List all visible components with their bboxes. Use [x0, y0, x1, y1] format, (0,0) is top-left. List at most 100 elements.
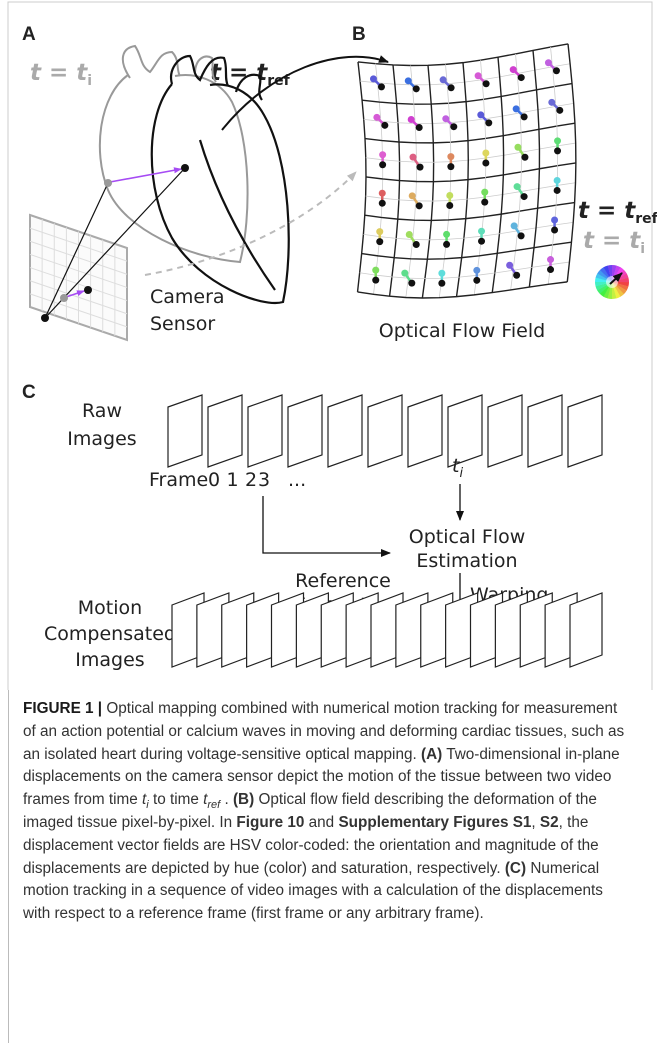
- grid-line: [363, 102, 574, 124]
- caption-run: Two-dimensional in-plane displacements o…: [23, 745, 620, 809]
- projection-lines: [44, 167, 186, 319]
- heart-gray: [98, 44, 249, 264]
- point: [520, 113, 528, 121]
- caption-run: to time: [148, 791, 204, 809]
- point: [104, 179, 112, 187]
- caption-run: Figure 10: [236, 813, 305, 831]
- point: [438, 279, 446, 287]
- point: [520, 193, 528, 201]
- point: [485, 119, 493, 127]
- caption-run: i: [146, 799, 149, 812]
- stack-label: Raw: [82, 400, 122, 422]
- frame: [247, 394, 283, 468]
- displacement-arrow: [109, 167, 182, 183]
- grid-line: [361, 241, 572, 260]
- caption-run: t: [203, 791, 208, 809]
- grid-line: [29, 280, 128, 315]
- grid-line: [357, 43, 569, 67]
- point: [376, 238, 384, 246]
- grid-line: [29, 240, 128, 275]
- point: [181, 164, 189, 172]
- grid-line: [547, 46, 559, 285]
- point: [450, 123, 458, 131]
- point: [551, 226, 559, 234]
- point: [513, 271, 521, 279]
- grid-line: [566, 43, 577, 282]
- displacement-arrow: [65, 290, 85, 298]
- caption-run: (A): [420, 745, 443, 763]
- arrow: [221, 55, 389, 131]
- caption-run: , the displacement vector fields are HSV…: [23, 813, 599, 877]
- point: [482, 159, 490, 167]
- frame-number: ...: [288, 469, 306, 491]
- frame: [447, 394, 483, 468]
- point: [547, 266, 555, 274]
- grid-line: [361, 82, 573, 105]
- grid-line: [364, 201, 575, 222]
- frame: [327, 394, 363, 468]
- point: [553, 186, 561, 194]
- panel-label: B: [352, 24, 366, 45]
- point: [416, 163, 424, 171]
- point: [379, 161, 387, 169]
- point: [412, 85, 420, 93]
- point: [556, 106, 564, 114]
- point: [517, 74, 525, 82]
- grid-line: [29, 227, 128, 262]
- figure-border: [7, 1, 653, 690]
- point: [482, 80, 490, 88]
- caption-run: Optical flow field describing the deform…: [23, 791, 597, 831]
- point: [381, 121, 389, 129]
- caption-run: Optical mapping combined with numerical …: [23, 700, 625, 763]
- point: [378, 199, 386, 207]
- frame: [407, 394, 443, 468]
- point: [473, 276, 481, 284]
- estimation-label: Estimation: [416, 550, 517, 572]
- sensor-label: Camera: [150, 286, 225, 308]
- frame-label: Frame: [149, 469, 208, 491]
- grid-line: [357, 281, 568, 299]
- grid-line: [365, 182, 576, 202]
- frame: [527, 394, 563, 468]
- point: [517, 232, 525, 240]
- frame-number: 1: [227, 469, 239, 491]
- heart-black: [150, 54, 290, 304]
- point: [60, 294, 68, 302]
- time-label: t = ti: [30, 60, 92, 89]
- caption-run: and: [304, 813, 339, 831]
- frame: [167, 394, 203, 468]
- grid-line: [359, 261, 570, 280]
- caption-run: (B): [232, 791, 255, 809]
- caption-run: t: [142, 791, 147, 809]
- grid-line: [363, 221, 574, 241]
- time-label: t = ti: [583, 228, 645, 257]
- compensated-frames: [171, 592, 603, 668]
- arrow: [144, 171, 357, 276]
- reference-label: Reference: [295, 570, 391, 592]
- point: [552, 67, 560, 75]
- frame: [487, 394, 523, 468]
- panel-label: A: [22, 24, 36, 45]
- point: [554, 147, 562, 155]
- point: [415, 202, 423, 210]
- point: [447, 84, 455, 92]
- stack-label: Images: [75, 649, 144, 671]
- caption-run: .: [220, 791, 233, 809]
- grid-line: [356, 61, 367, 292]
- estimation-label: Optical Flow: [409, 526, 526, 548]
- stack-label: Images: [67, 428, 136, 450]
- grid-line: [365, 162, 576, 183]
- caption-run: ,: [531, 813, 540, 831]
- frame: [287, 394, 323, 468]
- arrow: [262, 496, 391, 557]
- wheel-arrow: [609, 272, 623, 285]
- time-label: ti: [452, 455, 463, 481]
- sensor-label: Sensor: [150, 313, 215, 335]
- frame: [367, 394, 403, 468]
- point: [377, 83, 385, 91]
- point: [481, 198, 489, 206]
- stack-label: Motion: [78, 597, 142, 619]
- caption: FIGURE 1 | Optical mapping combined with…: [8, 690, 630, 1043]
- point: [412, 240, 420, 248]
